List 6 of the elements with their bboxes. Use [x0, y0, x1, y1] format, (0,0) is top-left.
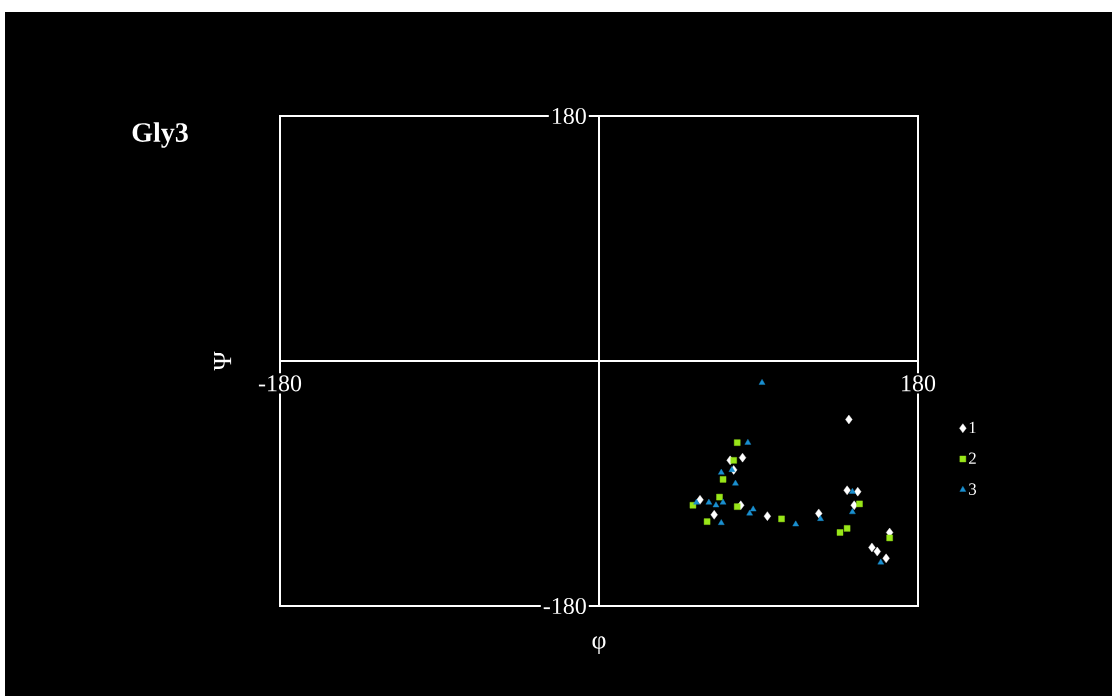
legend-label: 1	[969, 421, 976, 434]
chart-title: Gly3	[132, 122, 188, 148]
legend-label: 3	[969, 483, 977, 495]
legend-label: 2	[968, 452, 976, 464]
x-axis-title: φ	[592, 636, 606, 655]
y-axis-title: Ψ	[214, 351, 232, 371]
